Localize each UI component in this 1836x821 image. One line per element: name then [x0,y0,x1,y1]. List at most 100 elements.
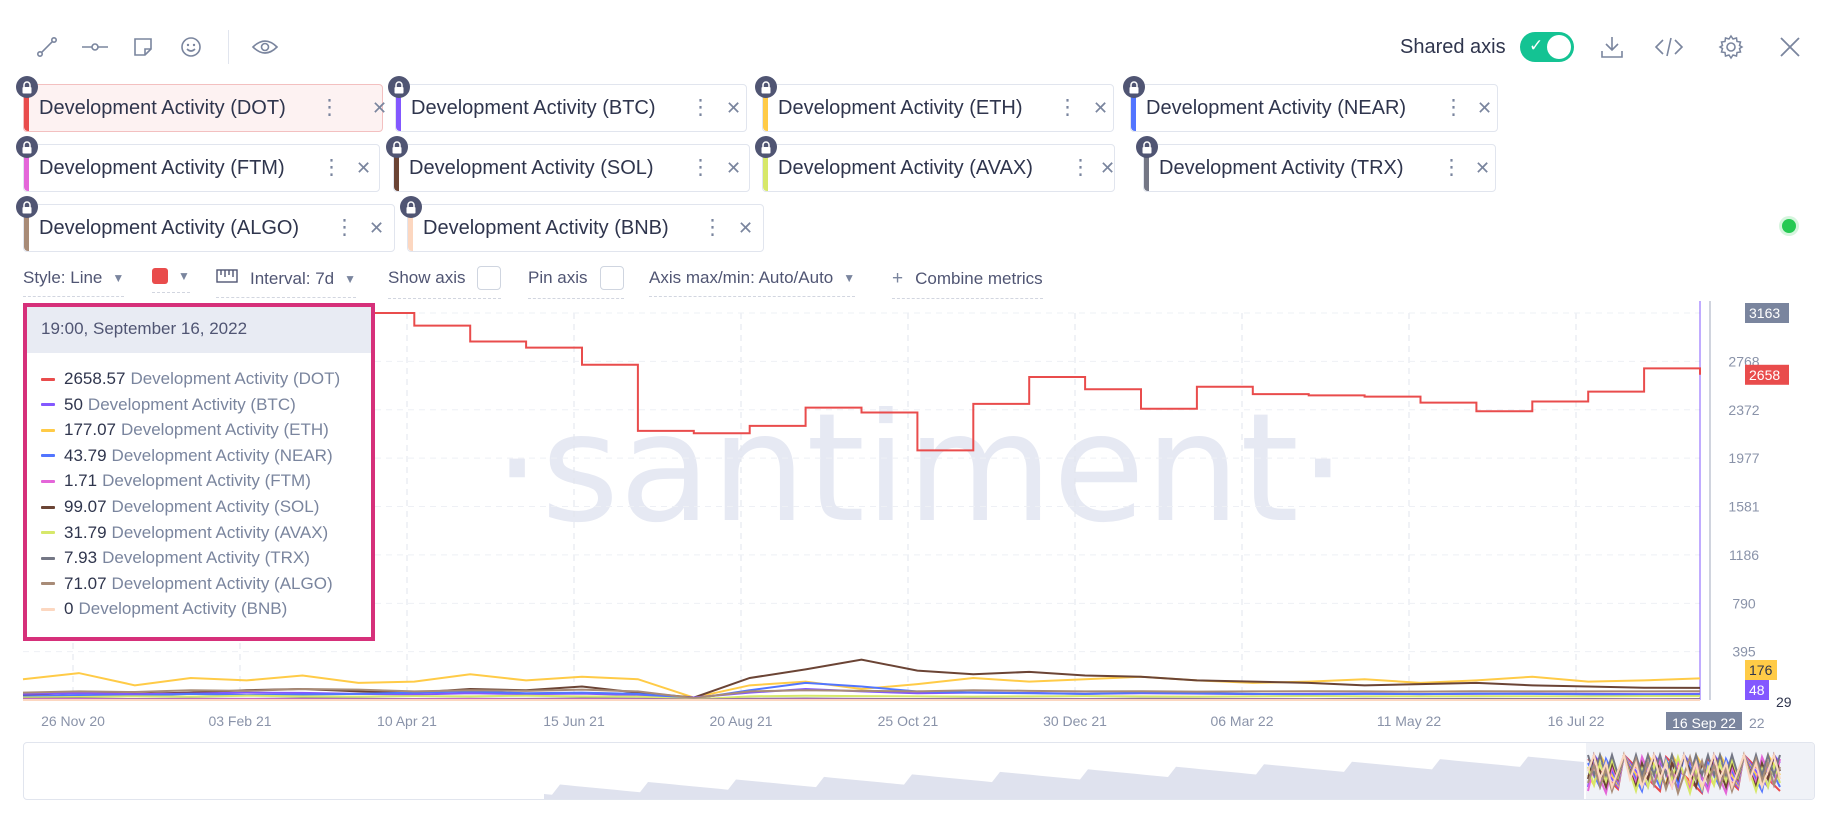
series-swatch [41,505,55,509]
note-icon[interactable] [128,32,158,62]
tooltip-date: 19:00, September 16, 2022 [27,307,371,353]
tooltip-label: Development Activity (SOL) [111,497,320,516]
metric-color-bar [763,85,768,131]
lock-icon [400,196,422,218]
chevron-down-icon: ▼ [344,271,356,286]
more-options-icon[interactable]: ⋮ [334,216,355,239]
online-status-dot [1782,219,1796,233]
style-label: Style: Line [23,268,103,287]
metric-chip-label: Development Activity (BNB) [423,216,669,239]
remove-metric-icon[interactable]: ✕ [1475,158,1491,178]
chart-navigator[interactable] [23,742,1815,800]
lock-icon [1136,136,1158,158]
metric-chip[interactable]: Development Activity (FTM) ⋮ ✕ [23,144,380,192]
y-tick-label: 1186 [1729,547,1759,563]
tooltip-value: 31.79 [64,522,107,542]
lock-icon [386,136,408,158]
remove-metric-icon[interactable]: ✕ [726,158,742,178]
remove-metric-icon[interactable]: ✕ [356,158,372,178]
tooltip-label: Development Activity (TRX) [102,548,310,568]
combine-metrics-button[interactable]: + Combine metrics [892,268,1043,299]
x-tick-label: 26 Nov 20 [41,713,105,729]
series-swatch [41,428,55,432]
check-icon: ✓ [1529,36,1544,55]
shared-axis-toggle[interactable]: ✓ [1520,32,1574,62]
chevron-down-icon: ▼ [843,271,856,285]
metric-chip[interactable]: Development Activity (ETH) ⋮ ✕ [762,84,1114,132]
tooltip-label: Development Activity (DOT) [130,369,341,388]
metric-chip[interactable]: Development Activity (BNB) ⋮ ✕ [407,204,764,252]
metric-chip[interactable]: Development Activity (SOL) ⋮ ✕ [393,144,750,192]
tooltip-value: 0 [64,599,74,619]
eye-icon[interactable] [250,32,280,62]
metric-chip[interactable]: Development Activity (NEAR) ⋮ ✕ [1130,84,1498,132]
metric-chip[interactable]: Development Activity (DOT) ⋮ ✕ [23,84,387,132]
interval-label: Interval: 7d [250,268,335,288]
interval-selector[interactable]: Interval: 7d ▼ [216,268,356,298]
embed-code-icon[interactable] [1654,32,1684,62]
tooltip-row: 7.93 Development Activity (TRX) [41,548,310,568]
metric-chip[interactable]: Development Activity (AVAX) ⋮ ✕ [762,144,1115,192]
x-tick-label: 20 Aug 21 [709,713,772,729]
more-options-icon[interactable]: ⋮ [1057,96,1078,119]
tooltip-row: 50 Development Activity (BTC) [41,395,296,415]
tooltip-row: 31.79 Development Activity (AVAX) [41,523,328,543]
metric-color-bar [763,145,768,191]
more-options-icon[interactable]: ⋮ [321,156,342,179]
chart-canvas[interactable]: ·santiment· 26 Nov 20 03 Feb 21 10 Apr 21 15… [0,290,1836,730]
axis-maxmin-selector[interactable]: Axis max/min: Auto/Auto ▼ [649,268,856,297]
remove-metric-icon[interactable]: ✕ [369,218,385,238]
more-options-icon[interactable]: ⋮ [1443,96,1464,119]
more-options-icon[interactable]: ⋮ [702,216,723,239]
horizontal-line-tool-icon[interactable] [80,32,110,62]
color-swatch [152,268,168,284]
metric-chip[interactable]: Development Activity (ALGO) ⋮ ✕ [23,204,395,252]
pin-axis-checkbox[interactable] [599,266,624,290]
toolbar-divider [228,30,229,64]
metric-chip[interactable]: Development Activity (BTC) ⋮ ✕ [395,84,747,132]
series-line [22,681,1701,700]
download-icon[interactable] [1597,32,1627,62]
close-icon[interactable] [1775,32,1805,62]
remove-metric-icon[interactable]: ✕ [726,98,742,118]
metric-chip-label: Development Activity (AVAX) [778,156,1033,179]
show-axis-label: Show axis [388,268,466,287]
bottom-value-tag: 29 [1776,694,1792,710]
more-options-icon[interactable]: ⋮ [319,96,340,119]
y-tick-label: 395 [1732,644,1756,660]
metric-chip-label: Development Activity (TRX) [1159,156,1404,179]
color-selector[interactable]: ▼ [152,268,190,293]
emoji-icon[interactable] [176,32,206,62]
show-axis-checkbox[interactable] [477,266,502,290]
tooltip-row: 1.71 Development Activity (FTM) [41,471,311,491]
truncated-x-tick: 22 [1749,715,1765,730]
more-options-icon[interactable]: ⋮ [1441,156,1462,179]
metric-chip-label: Development Activity (ETH) [778,96,1023,119]
remove-metric-icon[interactable]: ✕ [1093,98,1109,118]
style-selector[interactable]: Style: Line ▼ [23,268,125,297]
eth-value-tag: 176 [1749,662,1773,678]
more-options-icon[interactable]: ⋮ [1070,156,1091,179]
remove-metric-icon[interactable]: ✕ [1477,98,1493,118]
watermark: ·santiment· [493,382,1346,556]
x-tick-label: 25 Oct 21 [878,713,939,729]
more-options-icon[interactable]: ⋮ [690,156,711,179]
metric-chip-label: Development Activity (SOL) [409,156,654,179]
metric-chip[interactable]: Development Activity (TRX) ⋮ ✕ [1143,144,1496,192]
tooltip-label: Development Activity (NEAR) [111,445,333,465]
remove-metric-icon[interactable]: ✕ [372,98,388,118]
pin-axis-option[interactable]: Pin axis [528,266,624,299]
settings-gear-icon[interactable] [1716,32,1746,62]
axis-maxmin-label: Axis max/min: Auto/Auto [649,268,834,287]
show-axis-option[interactable]: Show axis [388,266,502,299]
plus-icon: + [892,268,904,289]
more-options-icon[interactable]: ⋮ [690,96,711,119]
remove-metric-icon[interactable]: ✕ [1100,158,1116,178]
tooltip-value: 71.07 [64,573,107,593]
lock-icon [755,136,777,158]
series-swatch [41,556,55,560]
series-swatch [41,403,55,407]
metric-chip-label: Development Activity (FTM) [39,156,285,179]
line-tool-icon[interactable] [32,32,62,62]
remove-metric-icon[interactable]: ✕ [738,218,754,238]
